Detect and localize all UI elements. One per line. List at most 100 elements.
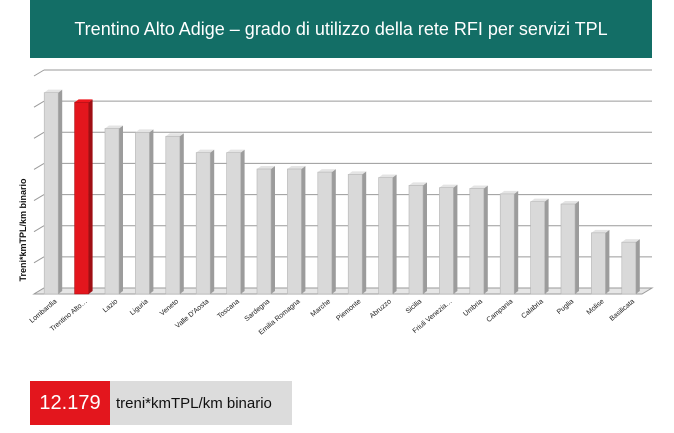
bar-side bbox=[210, 149, 215, 294]
grid-line-depth bbox=[33, 225, 45, 233]
summary-unit: treni*kmTPL/km binario bbox=[110, 381, 292, 425]
bar-front bbox=[591, 232, 606, 295]
x-tick-label: Sicilia bbox=[405, 298, 424, 315]
bar-side bbox=[392, 174, 397, 294]
bar bbox=[530, 198, 549, 295]
bar-front bbox=[74, 102, 89, 295]
bar-side bbox=[119, 125, 123, 294]
x-tick-label: Marche bbox=[310, 298, 332, 318]
x-tick-label: Sardegna bbox=[244, 298, 272, 323]
grid-line-depth bbox=[33, 69, 45, 77]
bar bbox=[287, 165, 306, 295]
x-tick-label: Valle D'Aosta bbox=[174, 298, 210, 330]
bar bbox=[43, 89, 63, 295]
bar-top bbox=[135, 129, 154, 133]
bar-top bbox=[378, 174, 397, 178]
x-tick-label: Veneto bbox=[159, 298, 180, 317]
grid-line-depth bbox=[33, 256, 45, 264]
bar-side bbox=[605, 229, 610, 294]
bar-front bbox=[378, 177, 393, 295]
chart-title: Trentino Alto Adige – grado di utilizzo … bbox=[74, 18, 608, 39]
grid-line-depth bbox=[33, 162, 45, 170]
bar-front bbox=[256, 168, 272, 295]
x-tick-label: Calabria bbox=[520, 298, 545, 320]
x-tick-label: Abruzzo bbox=[369, 298, 393, 320]
bar-side bbox=[514, 190, 519, 294]
bar-front bbox=[499, 193, 515, 295]
bar-front bbox=[560, 203, 576, 295]
bar-front bbox=[195, 152, 211, 295]
bar-side bbox=[88, 99, 93, 294]
bar-top bbox=[257, 165, 275, 169]
bar-front bbox=[530, 201, 545, 295]
bar-top bbox=[469, 185, 488, 189]
bar-front bbox=[621, 241, 637, 295]
bar-side bbox=[544, 198, 549, 294]
bar-side bbox=[423, 182, 427, 294]
bar bbox=[347, 171, 367, 295]
bar-side bbox=[331, 169, 336, 294]
bar-top bbox=[317, 169, 336, 173]
bar-front bbox=[408, 185, 424, 295]
bar-front bbox=[135, 132, 150, 295]
bar-top bbox=[591, 229, 610, 233]
summary-box: 12.179 treni*kmTPL/km binario bbox=[30, 381, 292, 425]
bar-side bbox=[271, 165, 275, 294]
bar-top bbox=[105, 125, 123, 129]
bar bbox=[439, 184, 458, 295]
bar-top bbox=[287, 165, 306, 169]
bar-top bbox=[348, 171, 367, 175]
bar-top bbox=[226, 149, 245, 153]
bar bbox=[226, 149, 245, 295]
bar bbox=[256, 165, 275, 295]
x-tick-label: Puglia bbox=[556, 298, 575, 316]
bar bbox=[378, 174, 397, 295]
bar-side bbox=[179, 133, 184, 294]
bar-top bbox=[439, 184, 458, 188]
bar-front bbox=[165, 135, 181, 295]
x-tick-label: Toscana bbox=[216, 298, 241, 320]
bar-front bbox=[439, 187, 454, 295]
x-tick-label: Lazio bbox=[102, 298, 119, 314]
grid-line-depth bbox=[33, 194, 45, 202]
bar bbox=[74, 99, 93, 295]
x-tick-label: Molise bbox=[586, 298, 606, 316]
bar-side bbox=[301, 165, 306, 294]
bar-front bbox=[317, 171, 333, 295]
bar-side bbox=[575, 201, 579, 294]
bar-side bbox=[483, 185, 488, 294]
bar-side bbox=[453, 184, 458, 294]
bar-top bbox=[44, 89, 63, 93]
bar bbox=[591, 229, 610, 295]
chart-bars bbox=[43, 89, 640, 295]
bar-top bbox=[196, 149, 215, 153]
bar-front bbox=[226, 152, 241, 295]
y-axis-label: Treni*kmTPL/km binario bbox=[18, 178, 28, 282]
x-tick-label: Piemonte bbox=[335, 298, 362, 322]
bar-front bbox=[104, 128, 120, 295]
x-tick-label: Liguria bbox=[129, 298, 150, 317]
bar-top bbox=[530, 198, 549, 202]
bar-top bbox=[500, 190, 519, 194]
bar bbox=[165, 133, 184, 295]
bar-front bbox=[347, 174, 363, 295]
bar bbox=[135, 129, 154, 295]
chart-title-banner: Trentino Alto Adige – grado di utilizzo … bbox=[30, 0, 652, 58]
grid-line-depth bbox=[33, 131, 45, 139]
bar bbox=[621, 239, 640, 295]
bar-top bbox=[409, 182, 427, 186]
bar bbox=[104, 125, 123, 295]
bar-front bbox=[43, 92, 59, 295]
bar bbox=[469, 185, 488, 295]
bar-top bbox=[165, 133, 184, 137]
bar bbox=[408, 182, 427, 295]
bar-side bbox=[149, 129, 154, 294]
bar bbox=[560, 201, 579, 295]
chart-floor bbox=[32, 287, 654, 295]
bar-front bbox=[287, 168, 302, 295]
x-tick-label: Campania bbox=[486, 298, 515, 324]
x-tick-label: Lombardia bbox=[29, 298, 59, 325]
bar-front bbox=[469, 188, 485, 295]
